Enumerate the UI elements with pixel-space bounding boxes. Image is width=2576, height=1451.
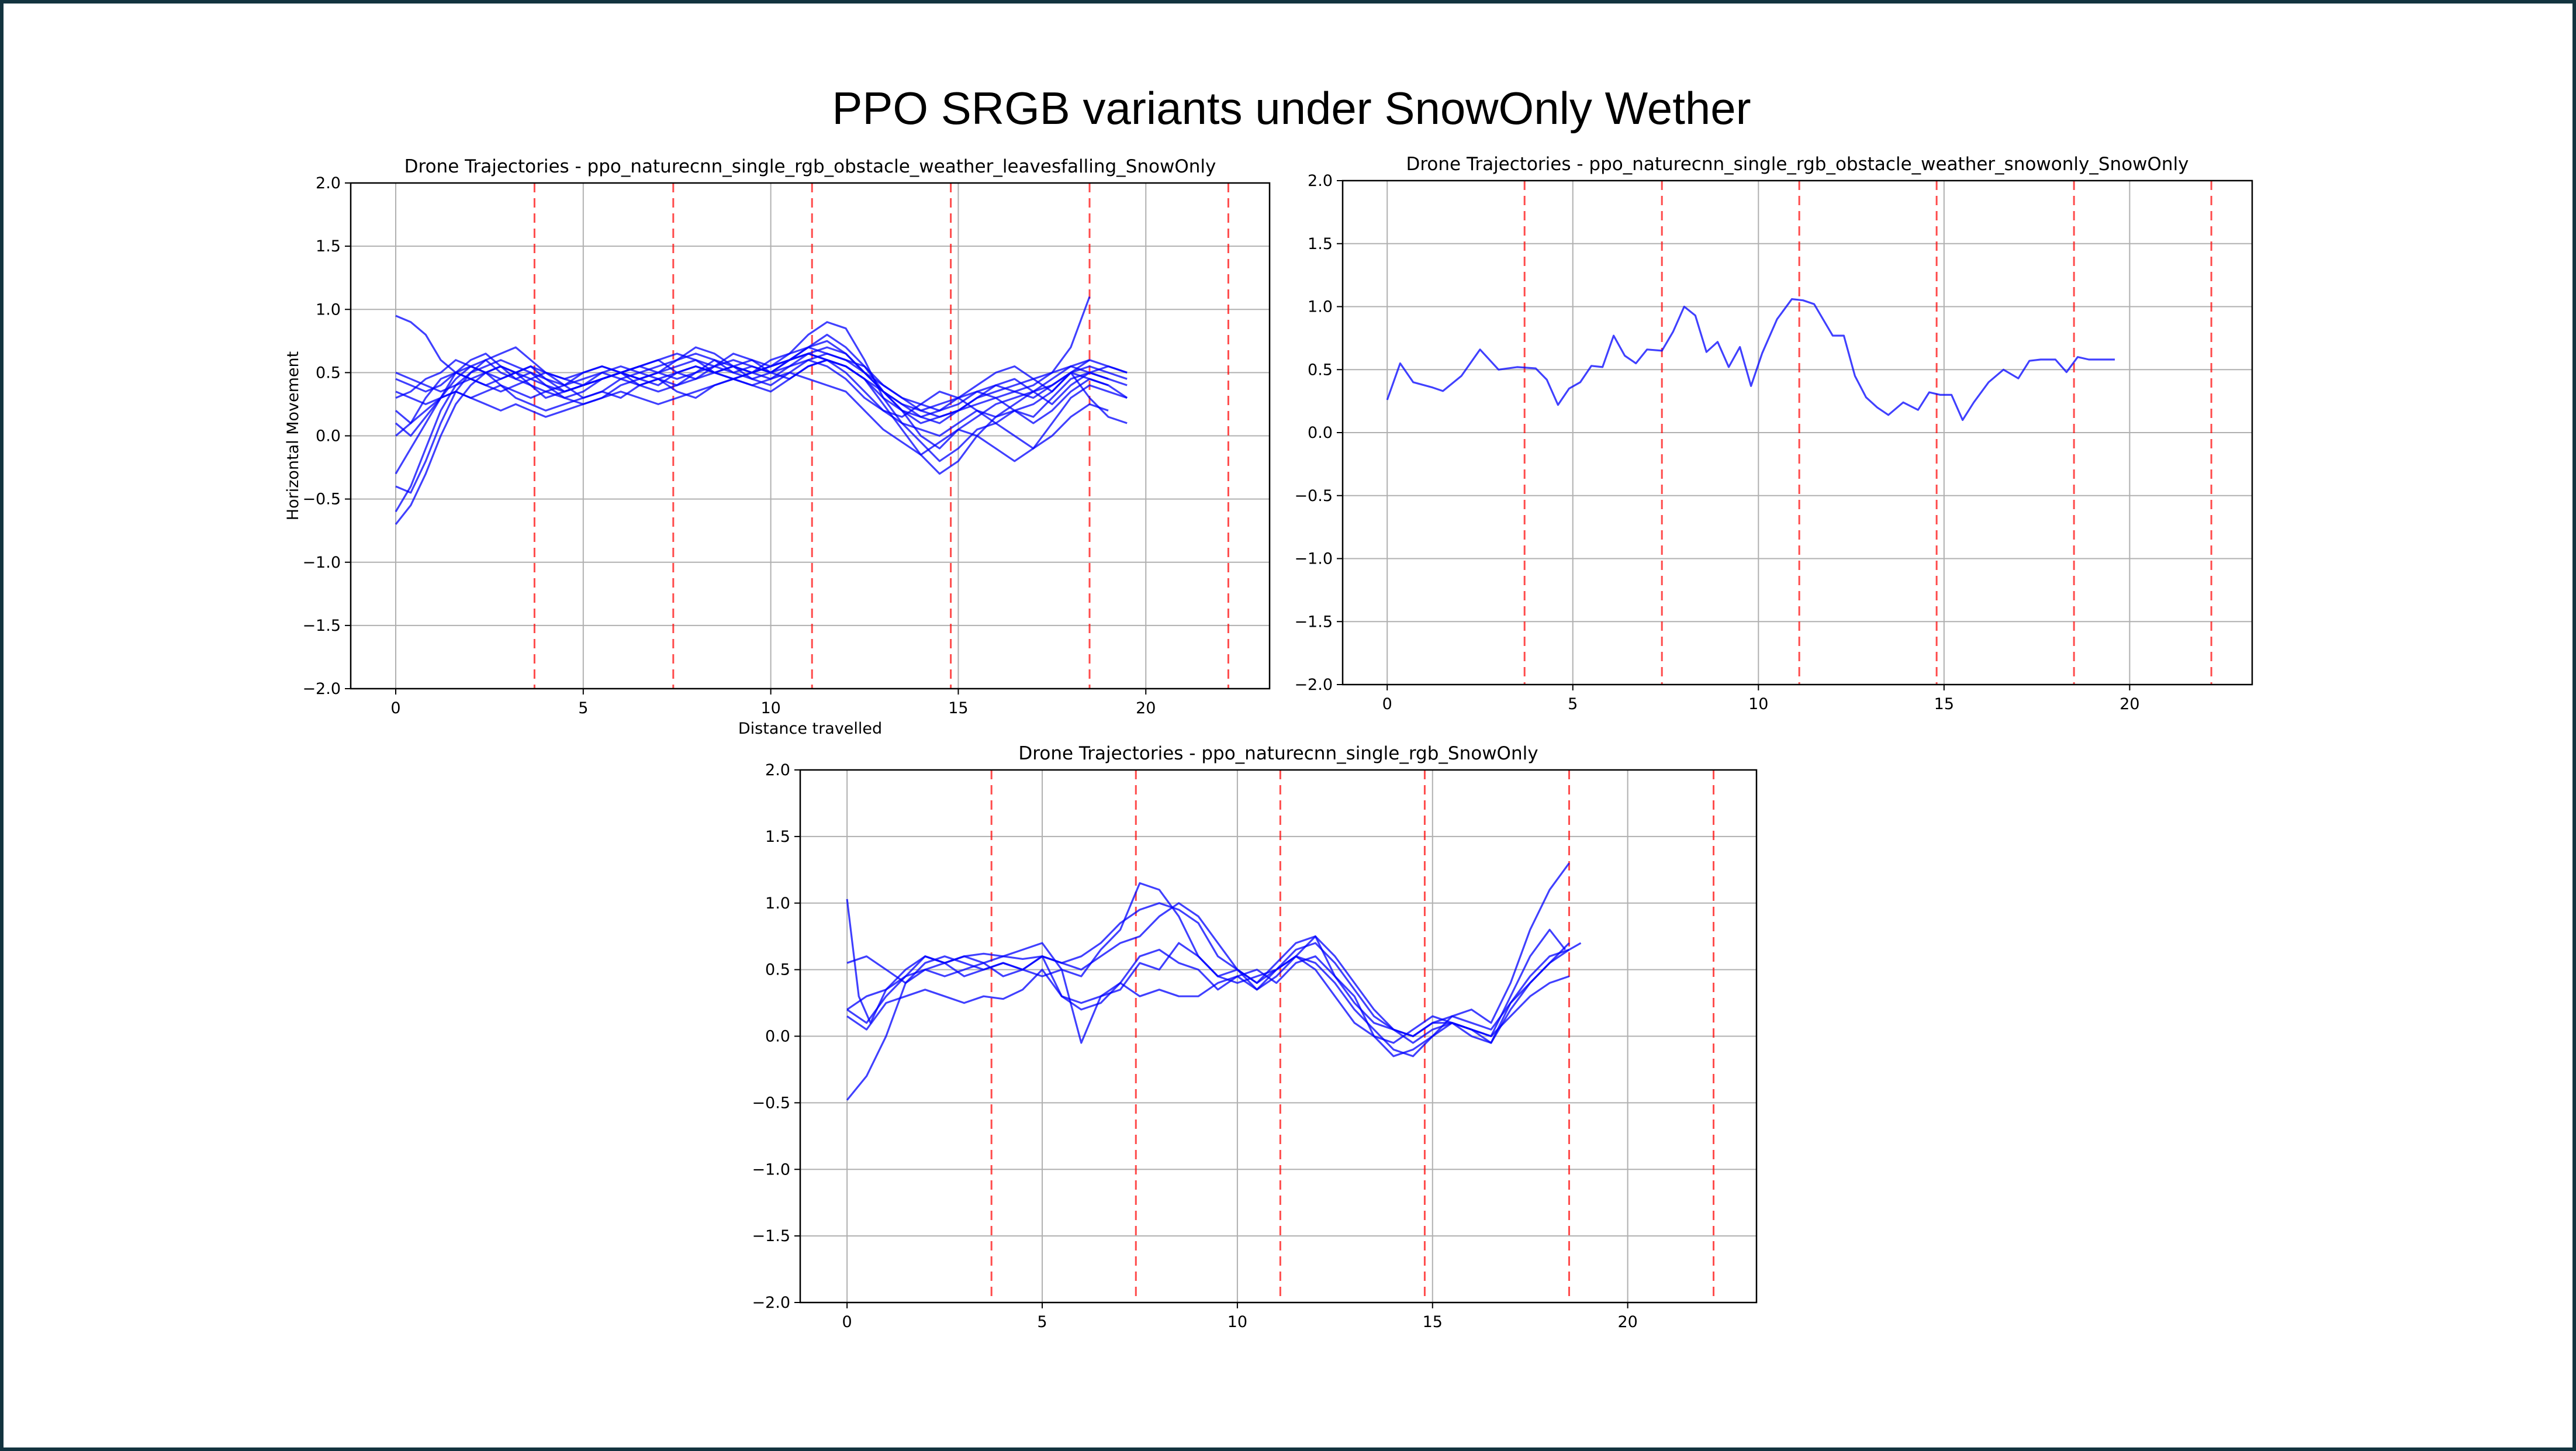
chart-1-title: Drone Trajectories - ppo_naturecnn_singl… xyxy=(1406,154,2188,175)
chart-1-ytick-label: 0.0 xyxy=(1308,424,1333,442)
chart-1-xtick-label: 10 xyxy=(1748,695,1768,713)
chart-1-trajectory-0 xyxy=(1386,298,2115,422)
chart-2-xtick-label: 5 xyxy=(1037,1313,1047,1331)
chart-2-ytick-label: 1.5 xyxy=(765,828,790,846)
chart-0-ytick-label: −1.5 xyxy=(302,617,341,635)
chart-0-trajectory-6 xyxy=(395,346,1128,437)
chart-2-trajectory-5 xyxy=(846,942,1570,1044)
chart-0-trajectory-9 xyxy=(395,346,1109,437)
chart-2-xtick-label: 20 xyxy=(1617,1313,1637,1331)
chart-2-ytick-label: 1.0 xyxy=(765,894,790,913)
chart-2-ytick-label: 0.0 xyxy=(765,1028,790,1046)
chart-0-ylabel: Horizontal Movement xyxy=(284,351,302,520)
chart-2-xtick-label: 0 xyxy=(842,1313,852,1331)
chart-0-ytick-label: 0.5 xyxy=(316,364,341,382)
slide-title: PPO SRGB variants under SnowOnly Wether xyxy=(832,82,1751,134)
chart-0-ytick-label: 1.5 xyxy=(316,237,341,255)
chart-1-ytick-label: 1.5 xyxy=(1308,235,1333,253)
chart-0-xtick-label: 5 xyxy=(578,699,588,717)
chart-1-ytick-label: −1.5 xyxy=(1294,613,1333,631)
chart-2-xtick-label: 10 xyxy=(1228,1313,1247,1331)
chart-1-ytick-label: −0.5 xyxy=(1294,487,1333,505)
chart-0-ytick-label: 2.0 xyxy=(316,174,341,192)
chart-0-xlabel: Distance travelled xyxy=(738,720,882,738)
chart-1-ytick-label: −2.0 xyxy=(1294,676,1333,694)
chart-2-xtick-label: 15 xyxy=(1423,1313,1443,1331)
chart-2-ytick-label: −1.0 xyxy=(752,1160,790,1179)
chart-2-title: Drone Trajectories - ppo_naturecnn_singl… xyxy=(1018,743,1538,764)
chart-1-ytick-label: 1.0 xyxy=(1308,298,1333,316)
chart-2-ytick-label: −1.5 xyxy=(752,1227,790,1245)
chart-0-xtick-label: 15 xyxy=(948,699,968,717)
chart-0-ytick-label: −1.0 xyxy=(302,554,341,572)
chart-2-trajectory-3 xyxy=(846,942,1570,1044)
chart-2-ytick-label: 0.5 xyxy=(765,961,790,979)
chart-0-ytick-label: −0.5 xyxy=(302,490,341,509)
chart-0-xtick-label: 0 xyxy=(390,699,400,717)
chart-0-trajectory-7 xyxy=(395,353,1090,513)
chart-1-xtick-label: 0 xyxy=(1382,695,1392,713)
chart-2-trajectory-4 xyxy=(846,862,1570,1058)
chart-0-ytick-label: −2.0 xyxy=(302,680,341,698)
chart-0-trajectory-10 xyxy=(395,333,1128,475)
chart-1-ytick-label: 2.0 xyxy=(1308,172,1333,190)
chart-2-trajectory-2 xyxy=(846,902,1570,1044)
chart-0-xtick-label: 20 xyxy=(1136,699,1156,717)
chart-0-title: Drone Trajectories - ppo_naturecnn_singl… xyxy=(404,156,1216,177)
chart-0-trajectory-5 xyxy=(395,340,1128,424)
chart-1-ytick-label: −1.0 xyxy=(1294,550,1333,568)
chart-0-ytick-label: 1.0 xyxy=(316,300,341,319)
chart-0-trajectory-11 xyxy=(395,371,1109,462)
chart-0-ytick-label: 0.0 xyxy=(316,427,341,445)
chart-2-ytick-label: 2.0 xyxy=(765,761,790,779)
chart-2-ytick-label: −0.5 xyxy=(752,1094,790,1112)
chart-1-xtick-label: 5 xyxy=(1568,695,1578,713)
chart-1-ytick-label: 0.5 xyxy=(1308,361,1333,379)
chart-1-xtick-label: 15 xyxy=(1934,695,1954,713)
chart-1-xtick-label: 20 xyxy=(2119,695,2139,713)
chart-0-xtick-label: 10 xyxy=(760,699,780,717)
chart-2-ytick-label: −2.0 xyxy=(752,1294,790,1312)
